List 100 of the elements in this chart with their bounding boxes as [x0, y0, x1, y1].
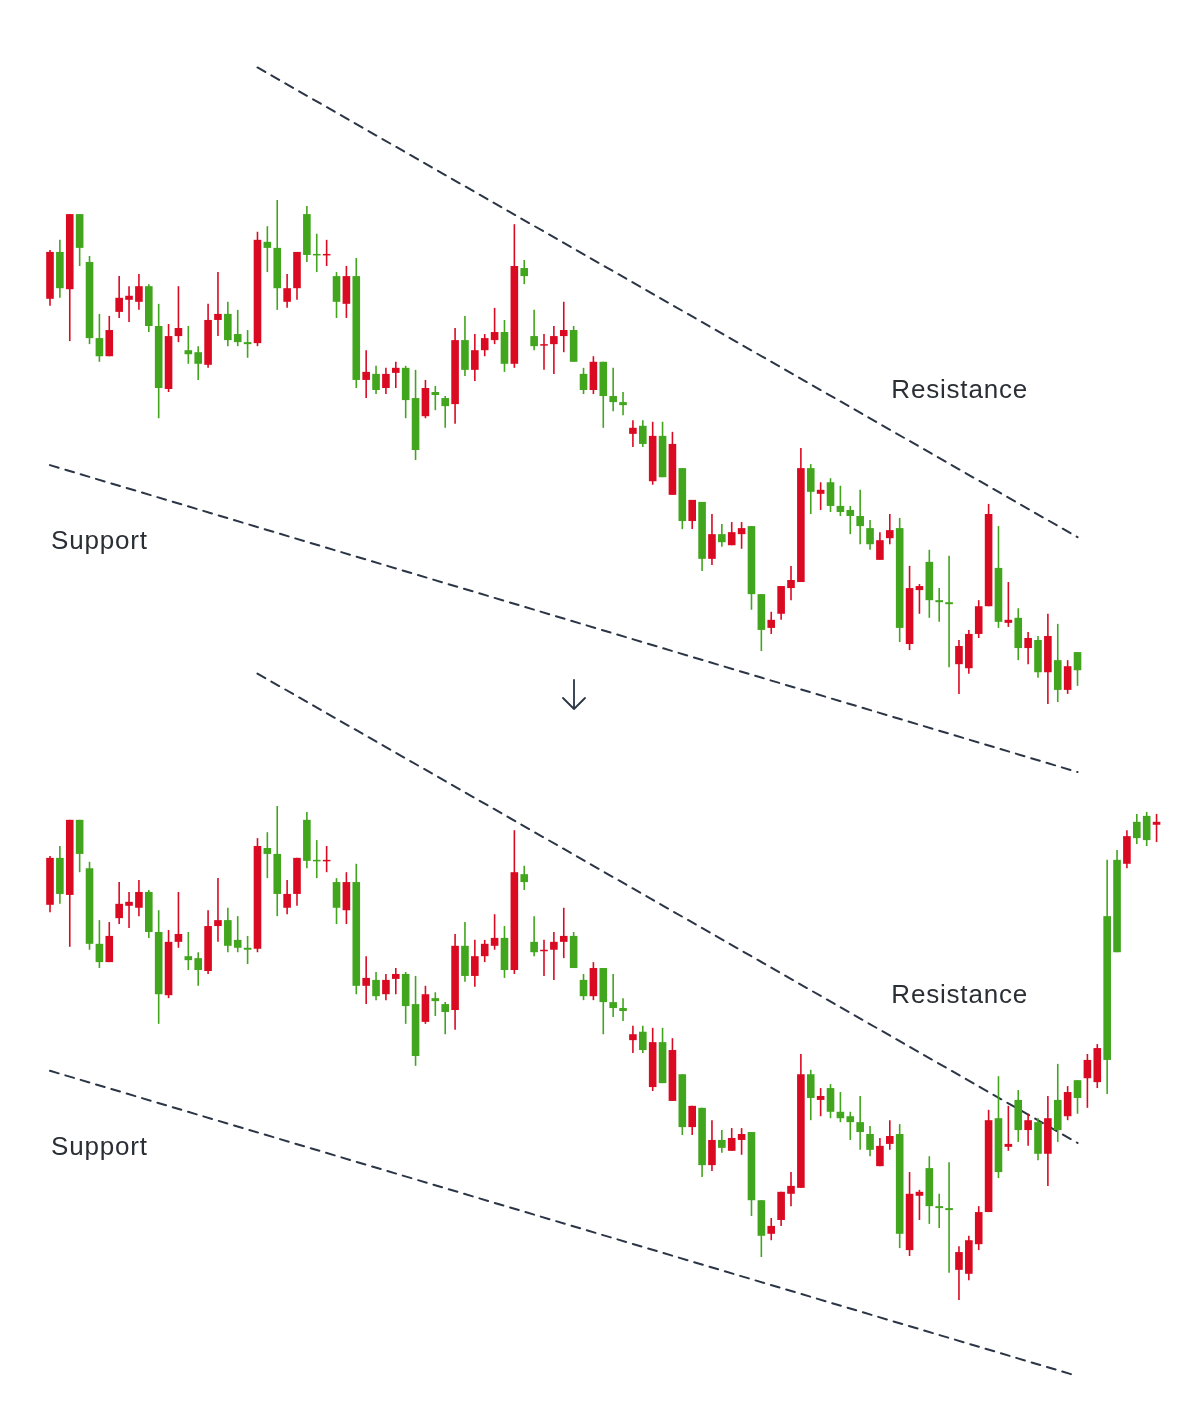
- candlestick: [955, 1245, 963, 1301]
- candlestick: [540, 333, 548, 371]
- candlestick: [826, 1083, 835, 1120]
- candlestick: [688, 1105, 696, 1136]
- candlestick: [876, 1137, 884, 1167]
- candlestick: [737, 521, 746, 550]
- candlestick: [737, 1127, 746, 1156]
- candlestick: [194, 345, 202, 381]
- candlestick: [382, 367, 390, 395]
- candlestick: [95, 313, 104, 363]
- candlestick: [915, 1189, 924, 1221]
- candlestick: [233, 309, 242, 347]
- candlestick: [115, 881, 123, 925]
- candlestick: [263, 225, 272, 273]
- candlestick: [550, 325, 558, 375]
- series-label: Support: [51, 1130, 148, 1161]
- candlestick: [767, 610, 776, 635]
- candlestick: [1083, 1053, 1092, 1109]
- candlestick: [530, 915, 538, 957]
- candlestick: [945, 1161, 953, 1274]
- candlestick: [1152, 813, 1161, 843]
- series-label: Resistance: [891, 979, 1028, 1010]
- candlestick: [392, 967, 400, 996]
- candlestick: [619, 391, 627, 417]
- candlestick: [1004, 1105, 1013, 1152]
- candlestick: [727, 1127, 736, 1152]
- candlestick: [233, 915, 242, 954]
- candlestick: [886, 513, 894, 546]
- candlestick: [372, 365, 380, 395]
- candlestick: [135, 879, 143, 917]
- candlestick: [629, 1025, 637, 1054]
- candlestick: [579, 367, 588, 395]
- candlestick: [283, 879, 291, 915]
- candlestick: [283, 273, 291, 309]
- candlestick: [579, 973, 588, 1001]
- candlestick: [135, 273, 143, 311]
- candlestick: [559, 906, 568, 959]
- candlestick: [431, 385, 440, 411]
- candlestick: [619, 997, 627, 1022]
- candlestick: [95, 919, 104, 969]
- candlestick: [480, 939, 489, 963]
- candlestick: [826, 477, 835, 513]
- candlestick: [1073, 651, 1082, 687]
- candlestick: [718, 523, 726, 548]
- candlestick: [184, 931, 193, 971]
- candlestick: [480, 333, 489, 358]
- candlestick: [214, 271, 222, 337]
- candlestick: [866, 1125, 874, 1158]
- candlestick: [1024, 1112, 1032, 1147]
- candlestick: [243, 329, 252, 359]
- candlestick: [1004, 581, 1013, 628]
- candlestick: [1133, 813, 1141, 845]
- candlestick: [1063, 659, 1072, 695]
- candlestick: [263, 831, 272, 879]
- candlestick: [174, 285, 183, 343]
- candlestick: [787, 1171, 795, 1207]
- candlestick: [520, 864, 529, 891]
- candlestick: [866, 519, 874, 551]
- candlestick: [836, 484, 845, 517]
- candlestick: [431, 991, 440, 1017]
- candlestick: [530, 309, 538, 351]
- candlestick: [639, 419, 647, 448]
- candlestick: [609, 367, 617, 412]
- candlestick: [194, 951, 202, 987]
- candlestick: [559, 301, 568, 354]
- candlestick: [876, 531, 884, 561]
- candlestick: [688, 499, 696, 530]
- candlestick: [787, 565, 795, 601]
- candlestick: [846, 505, 855, 535]
- candlestick: [214, 877, 222, 943]
- candlestick: [382, 973, 390, 1001]
- candlestick: [629, 419, 637, 448]
- candlestick: [174, 891, 183, 949]
- candlestick: [767, 1217, 776, 1242]
- candlestick: [935, 587, 943, 623]
- candlestick: [856, 1095, 864, 1151]
- candlestick: [372, 971, 380, 1001]
- candlestick: [471, 333, 479, 382]
- candlestick: [362, 349, 370, 399]
- candlestick: [471, 939, 479, 988]
- candlestick: [243, 935, 252, 965]
- candlestick: [362, 955, 370, 1005]
- candlestick: [609, 973, 617, 1018]
- candlestick: [886, 1119, 894, 1151]
- candlestick: [184, 325, 193, 365]
- candlestick: [856, 489, 864, 546]
- candlestick: [955, 639, 963, 695]
- candlestick: [718, 1129, 726, 1154]
- candlestick: [550, 931, 558, 981]
- candlestick: [125, 891, 133, 929]
- series-label: Resistance: [891, 373, 1028, 404]
- candlestick: [441, 395, 449, 429]
- candlestick: [816, 1087, 825, 1118]
- candlestick: [1024, 631, 1032, 665]
- candlestick: [441, 1001, 449, 1036]
- candlestick: [846, 1110, 855, 1141]
- candlestick: [392, 360, 400, 389]
- candlestick: [115, 275, 123, 319]
- candlestick: [945, 555, 953, 669]
- candlestick: [639, 1025, 647, 1054]
